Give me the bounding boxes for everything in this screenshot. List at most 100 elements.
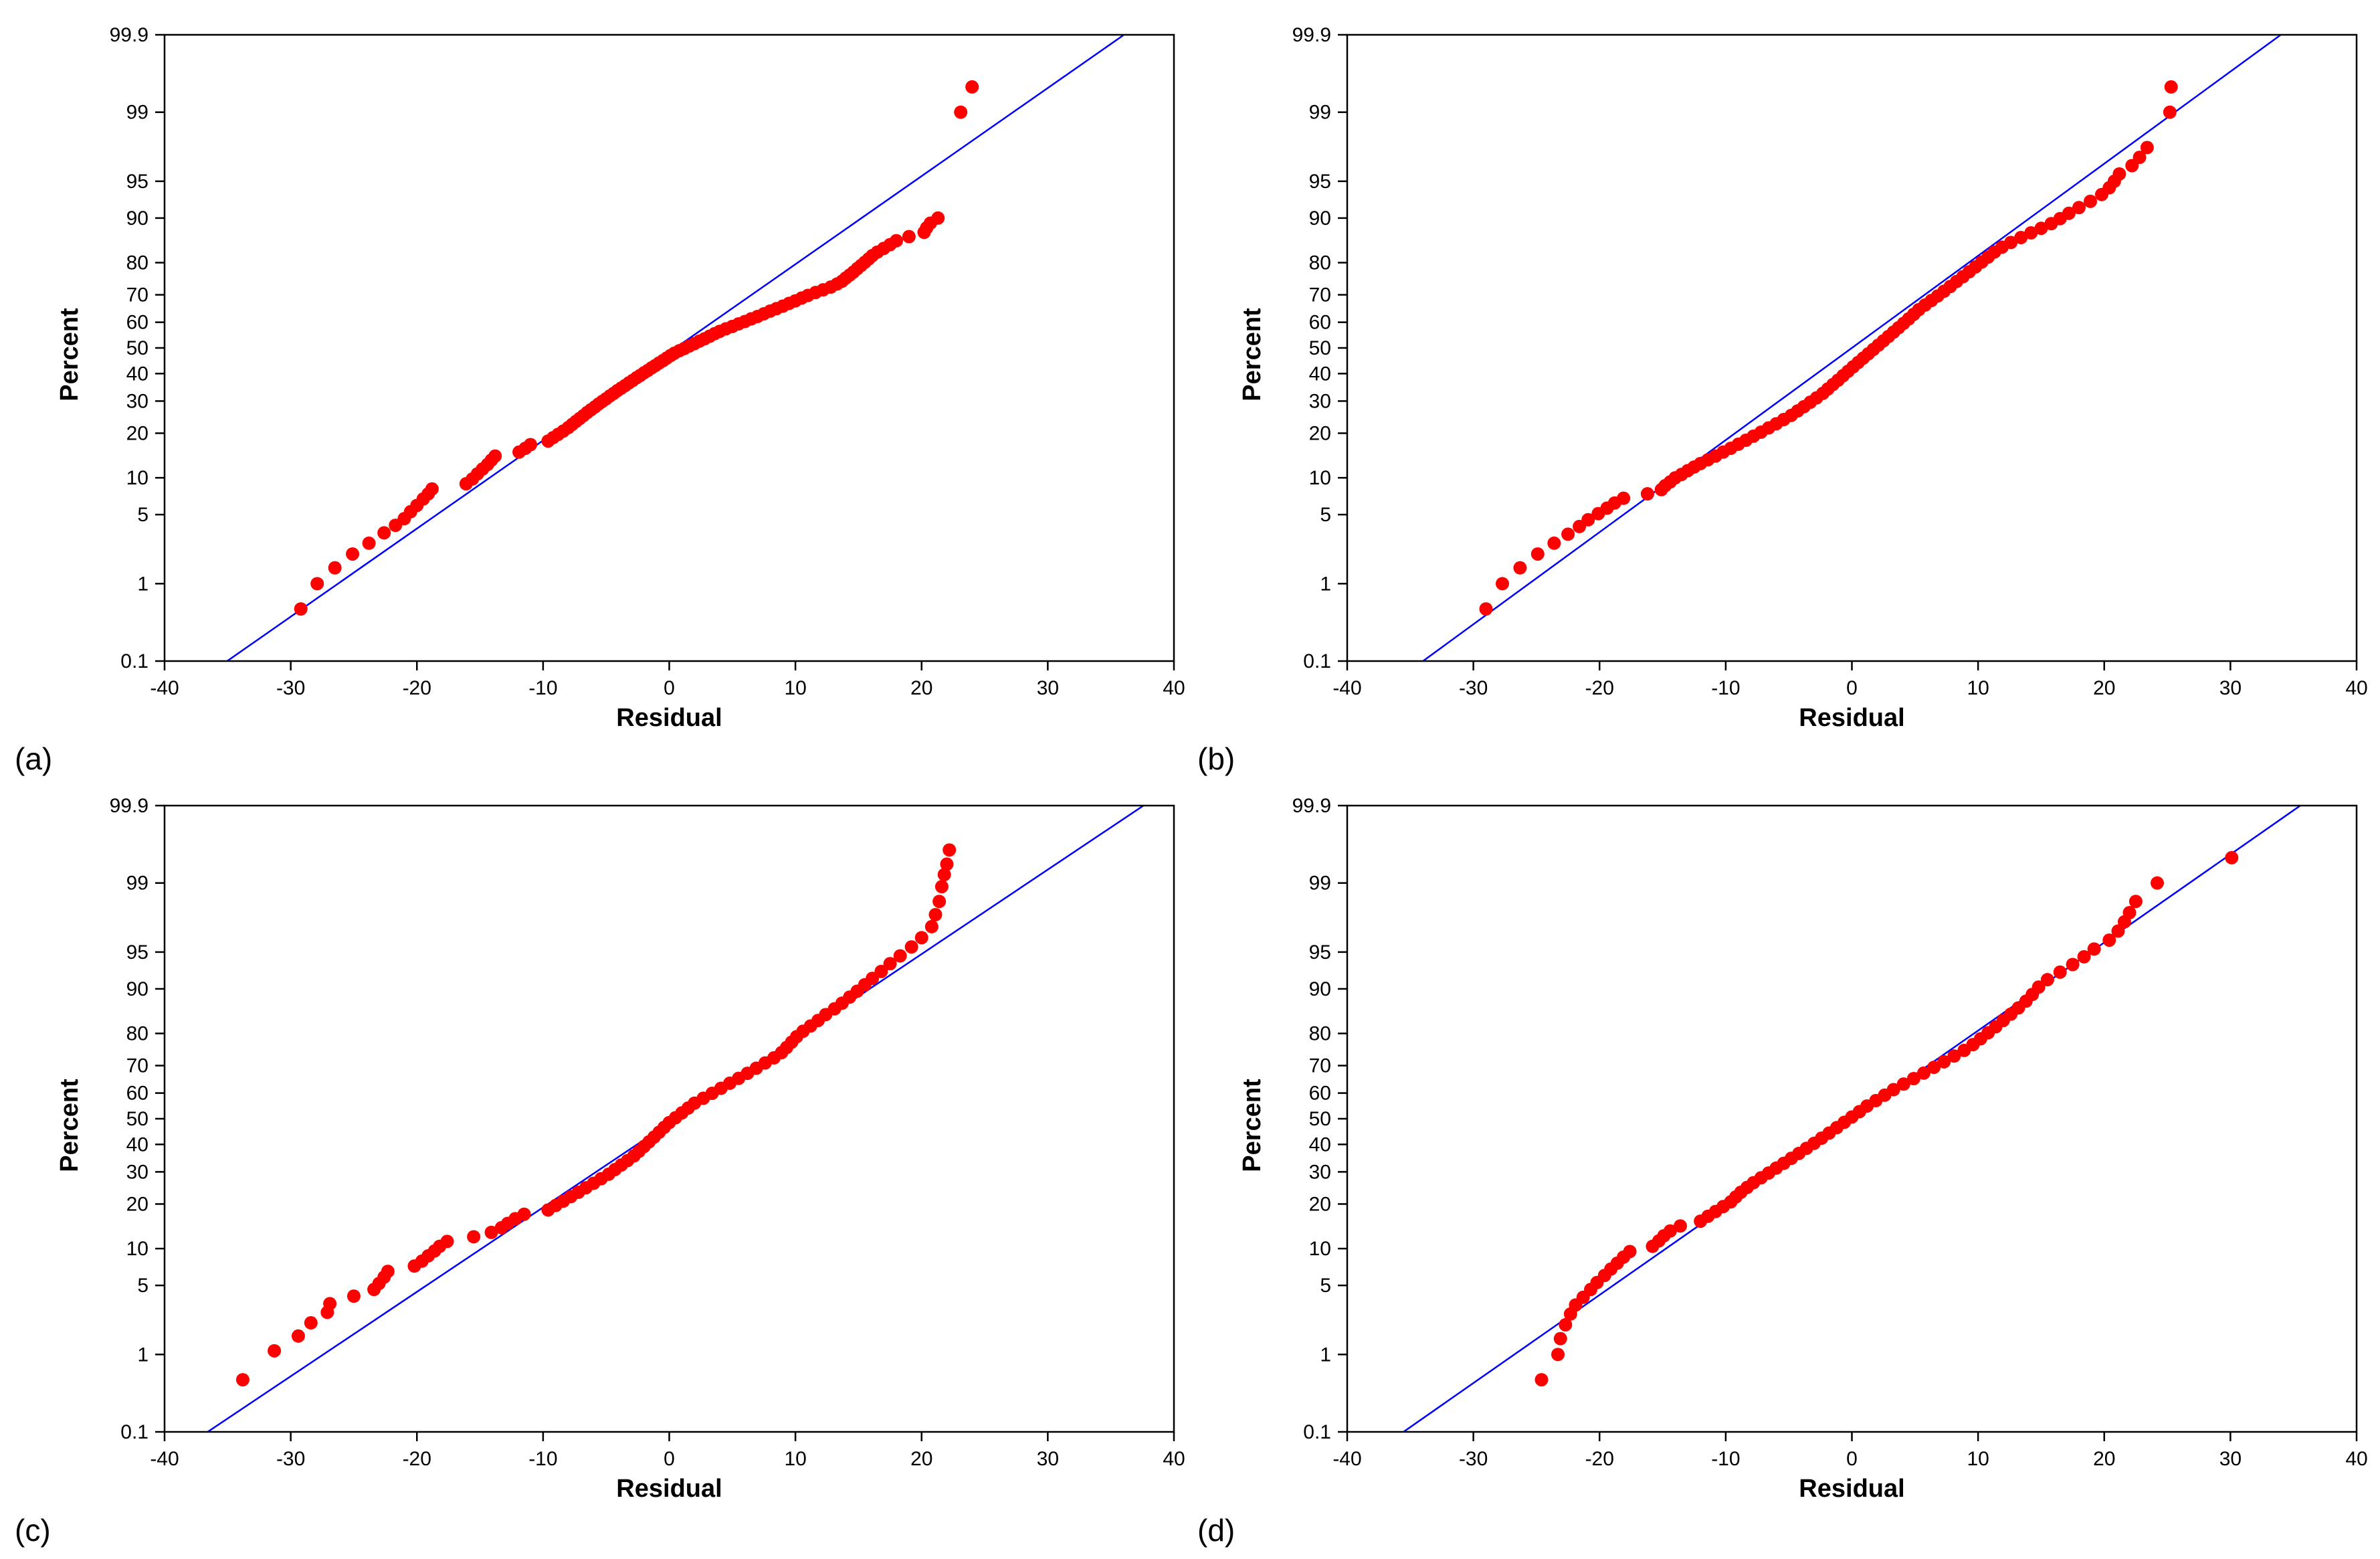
x-tick-label: 20 <box>2093 677 2115 699</box>
x-tick-label: -30 <box>276 677 305 699</box>
x-tick-label: 10 <box>1967 677 1989 699</box>
y-tick-label: 20 <box>126 422 148 444</box>
y-tick-label: 5 <box>1320 1275 1331 1297</box>
data-point <box>467 1230 481 1244</box>
data-point <box>346 1289 361 1303</box>
x-axis-title: Residual <box>1799 704 1904 732</box>
y-tick-label: 20 <box>1309 1193 1331 1215</box>
x-tick-label: 40 <box>2345 1448 2367 1470</box>
data-point <box>524 438 538 452</box>
data-point <box>904 940 918 954</box>
data-point <box>1530 547 1545 561</box>
y-tick-label: 60 <box>1309 1083 1331 1105</box>
y-tick-label: 99 <box>1309 873 1331 895</box>
y-tick-label: 95 <box>126 941 148 964</box>
y-tick-label: 60 <box>126 1083 148 1105</box>
data-point <box>965 80 979 94</box>
y-tick-label: 5 <box>137 1275 148 1297</box>
data-point <box>1581 513 1595 527</box>
y-tick-label: 60 <box>1309 312 1331 334</box>
data-point <box>928 907 943 921</box>
x-tick-label: 10 <box>784 1448 806 1470</box>
y-tick-label: 1 <box>137 573 148 595</box>
data-point <box>323 1297 337 1311</box>
y-tick-label: 50 <box>126 337 148 359</box>
data-point <box>425 482 439 496</box>
x-axis-title: Residual <box>1799 1475 1904 1503</box>
data-point <box>328 561 342 575</box>
y-tick-label: 10 <box>126 1238 148 1260</box>
data-point <box>1673 1219 1687 1233</box>
x-tick-label: -30 <box>1459 677 1488 699</box>
panel-label: (a) <box>15 741 52 776</box>
data-point <box>1906 1072 1920 1086</box>
x-tick-label: -20 <box>403 1448 431 1470</box>
data-point <box>346 547 360 561</box>
data-point <box>893 949 907 963</box>
data-point <box>2140 141 2154 155</box>
y-tick-label: 30 <box>126 1161 148 1183</box>
y-tick-label: 70 <box>1309 1055 1331 1077</box>
x-tick-label: 40 <box>1163 1448 1185 1470</box>
data-point <box>2024 225 2038 240</box>
data-point <box>2102 933 2116 947</box>
data-point <box>931 211 945 225</box>
y-tick-label: 0.1 <box>120 1421 148 1443</box>
x-tick-label: 0 <box>1846 677 1858 699</box>
y-tick-label: 99.9 <box>110 24 148 46</box>
data-point <box>1886 1083 1900 1097</box>
data-point <box>937 868 951 882</box>
data-point <box>902 230 916 244</box>
data-point <box>2040 973 2054 987</box>
x-tick-label: 40 <box>1163 677 1185 699</box>
data-point <box>1496 577 1510 591</box>
y-tick-label: 99 <box>126 873 148 895</box>
y-tick-label: 50 <box>1309 337 1331 359</box>
data-point <box>310 577 324 591</box>
fit-line <box>1401 806 2302 1432</box>
data-point <box>890 234 904 248</box>
y-tick-label: 50 <box>1309 1108 1331 1130</box>
data-point <box>488 449 502 463</box>
data-point <box>1617 491 1631 505</box>
data-point <box>2034 221 2048 236</box>
y-tick-label: 95 <box>126 171 148 193</box>
data-point <box>2112 167 2126 181</box>
data-point <box>2084 194 2098 208</box>
y-tick-label: 99 <box>126 102 148 124</box>
y-tick-label: 99 <box>1309 102 1331 124</box>
data-point <box>2164 80 2178 94</box>
chart-panel-1: -40 -30 -20 -10 0 10 20 30 40 0.1 1 5 10 20 30 40 50 60 70… <box>15 24 1185 776</box>
data-point <box>932 895 947 909</box>
data-point <box>914 931 928 945</box>
y-tick-label: 20 <box>1309 422 1331 444</box>
x-tick-label: 0 <box>1846 1448 1858 1470</box>
chart-panel-4: -40 -30 -20 -10 0 10 20 30 40 0.1 1 5 10 20 30 40 50 60 70… <box>1197 795 2368 1548</box>
data-point <box>304 1316 318 1330</box>
y-tick-label: 99.9 <box>110 795 148 817</box>
panel-label: (c) <box>15 1513 51 1548</box>
y-tick-label: 5 <box>1320 504 1331 526</box>
y-tick-label: 30 <box>126 390 148 412</box>
y-tick-label: 40 <box>126 1133 148 1156</box>
x-tick-label: -30 <box>276 1448 305 1470</box>
data-point <box>440 1234 454 1249</box>
y-tick-label: 1 <box>1320 1344 1331 1366</box>
x-tick-label: 20 <box>910 1448 932 1470</box>
data-point <box>294 602 308 616</box>
y-tick-label: 10 <box>1309 467 1331 489</box>
data-point <box>1479 602 1493 616</box>
y-tick-label: 0.1 <box>120 650 148 672</box>
data-point <box>1927 1061 1941 1075</box>
panel-label: (d) <box>1197 1513 1235 1548</box>
data-point <box>1937 1054 1951 1069</box>
y-tick-label: 80 <box>1309 252 1331 274</box>
data-point <box>1896 1077 1910 1091</box>
y-tick-label: 30 <box>1309 390 1331 412</box>
y-tick-label: 1 <box>137 1344 148 1366</box>
data-point <box>2072 201 2086 215</box>
y-tick-label: 70 <box>126 1055 148 1077</box>
x-tick-label: -20 <box>1585 1448 1614 1470</box>
data-point <box>1623 1245 1637 1259</box>
data-point <box>235 1373 250 1387</box>
